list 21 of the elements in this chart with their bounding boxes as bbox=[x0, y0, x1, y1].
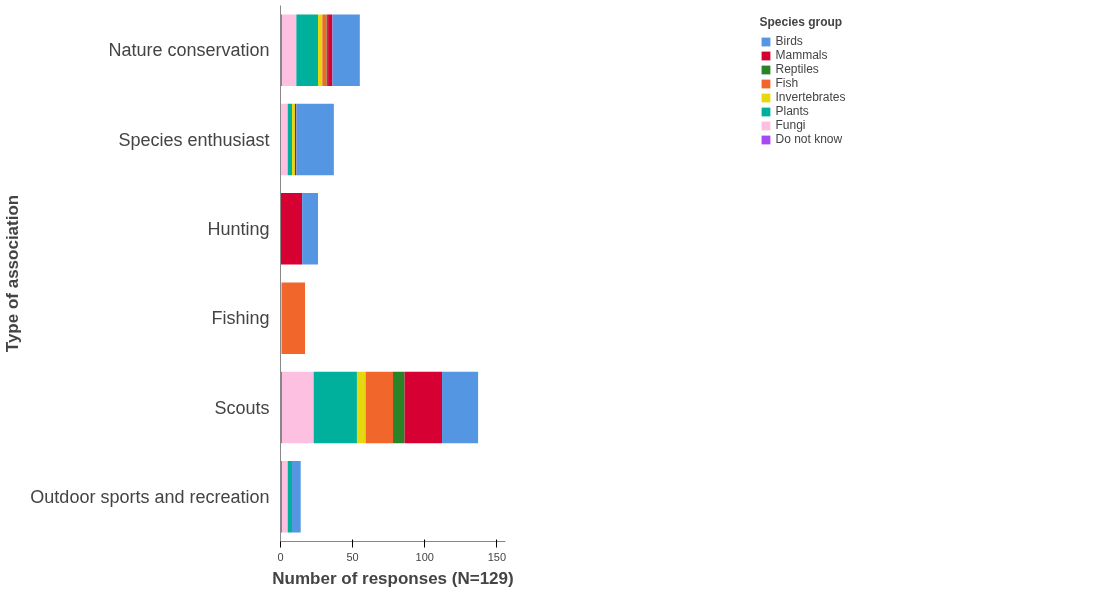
legend-title: Species group bbox=[759, 15, 844, 29]
legend-label: Mammals bbox=[775, 48, 828, 62]
x-tick-label: 150 bbox=[487, 550, 507, 563]
legend-label: Fish bbox=[775, 76, 799, 90]
y-tick-label: Hunting bbox=[207, 218, 270, 239]
legend-label: Reptiles bbox=[775, 62, 819, 76]
y-tick-label: Outdoor sports and recreation bbox=[30, 486, 270, 507]
y-tick-label: Species enthusiast bbox=[118, 129, 270, 150]
y-tick-label: Nature conservation bbox=[108, 40, 270, 61]
x-tick-label: 0 bbox=[277, 550, 284, 563]
legend-label: Fungi bbox=[775, 118, 806, 132]
x-tick-label: 50 bbox=[346, 550, 359, 563]
y-axis-title: Type of association bbox=[3, 194, 23, 353]
legend-label: Plants bbox=[775, 104, 809, 118]
legend-label: Invertebrates bbox=[775, 90, 846, 104]
x-axis-title: Number of responses (N=129) bbox=[272, 568, 514, 588]
legend-label: Do not know bbox=[775, 132, 843, 146]
y-tick-label: Scouts bbox=[214, 397, 270, 418]
y-tick-label: Fishing bbox=[211, 308, 270, 329]
legend-label: Birds bbox=[775, 34, 803, 48]
x-tick-label: 100 bbox=[415, 550, 434, 563]
